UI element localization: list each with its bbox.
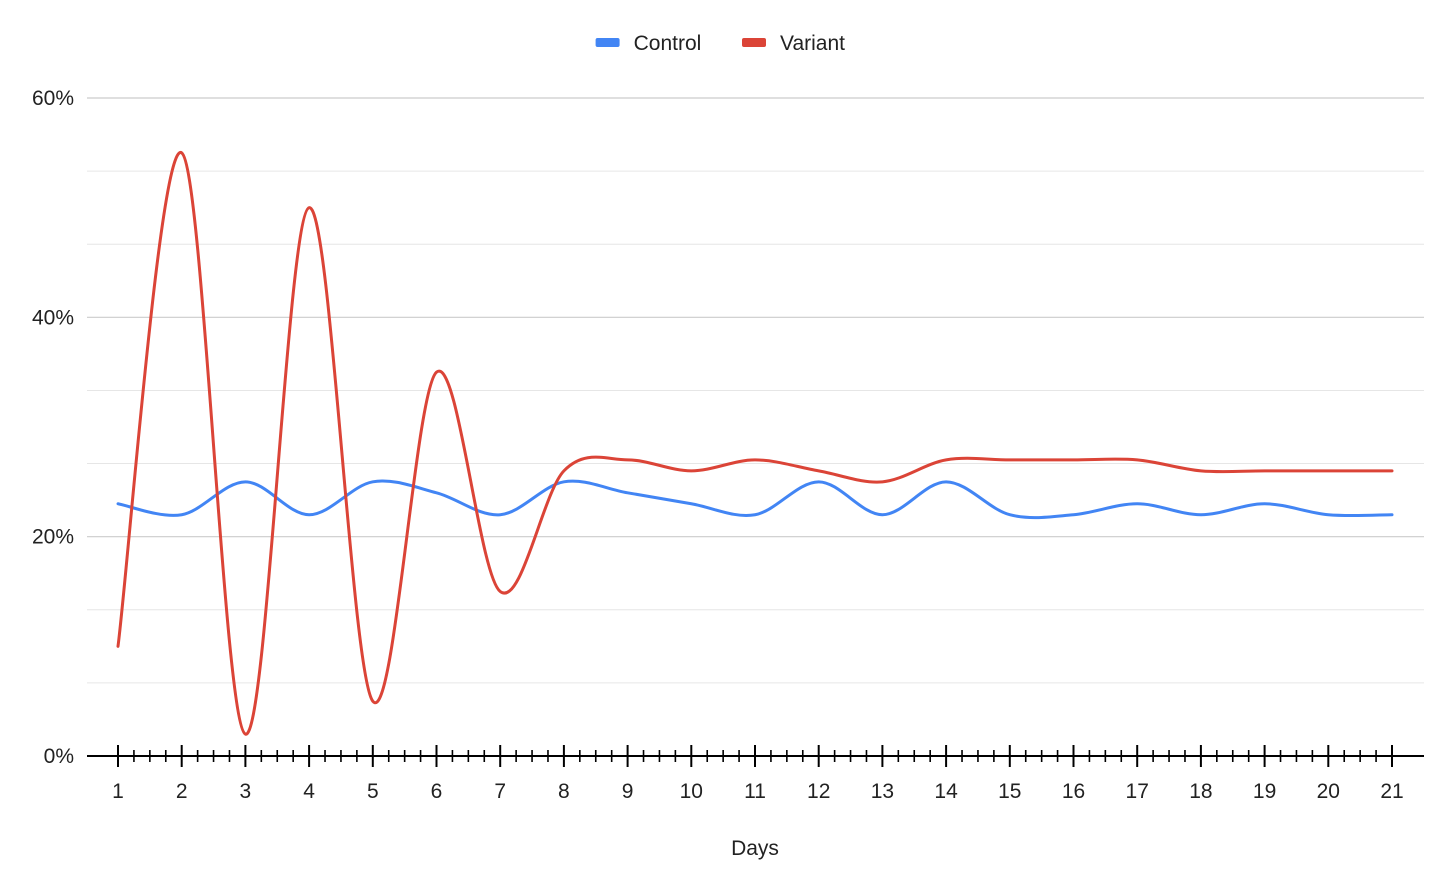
x-tick-label: 1 (112, 780, 124, 803)
series-lines (116, 151, 1394, 736)
x-tick-label: 4 (303, 780, 315, 803)
x-tick-label: 19 (1253, 780, 1276, 803)
series-line-variant (116, 151, 1394, 736)
legend-item-variant: Variant (742, 32, 845, 55)
x-axis-title: Days (731, 837, 779, 860)
x-tick-label: 12 (807, 780, 830, 803)
gridlines (87, 97, 1424, 684)
y-tick-label: 20% (32, 526, 74, 549)
legend-label: Variant (780, 32, 845, 55)
legend-swatch (742, 38, 766, 47)
x-tick-label: 8 (558, 780, 570, 803)
x-tick-label: 21 (1380, 780, 1403, 803)
y-axis: 0% 20% 40% 60% (32, 87, 74, 768)
x-tick-label: 18 (1189, 780, 1212, 803)
y-tick-label: 0% (44, 745, 74, 768)
series-line-control (116, 479, 1394, 520)
x-tick-label: 13 (871, 780, 894, 803)
x-tick-label: 9 (622, 780, 634, 803)
x-tick-label: 10 (680, 780, 703, 803)
x-tick-label: 5 (367, 780, 379, 803)
x-tick-label: 11 (744, 780, 766, 803)
legend-item-control: Control (595, 32, 702, 55)
y-tick-label: 40% (32, 306, 74, 329)
x-axis: 1 2 3 4 5 6 7 8 9 10 11 12 13 14 15 16 17 18 19 20 21 (87, 745, 1424, 803)
legend-swatch (595, 38, 620, 47)
x-tick-label: 6 (431, 780, 443, 803)
x-tick-label: 7 (494, 780, 506, 803)
y-tick-label: 60% (32, 87, 74, 110)
x-tick-label: 17 (1126, 780, 1149, 803)
legend-label: Control (634, 32, 702, 55)
legend: Control Variant (595, 32, 845, 55)
x-tick-label: 20 (1317, 780, 1340, 803)
x-tick-label: 15 (998, 780, 1021, 803)
x-tick-label: 14 (934, 780, 958, 803)
x-tick-label: 2 (176, 780, 188, 803)
x-tick-label: 16 (1062, 780, 1085, 803)
x-tick-label: 3 (240, 780, 252, 803)
